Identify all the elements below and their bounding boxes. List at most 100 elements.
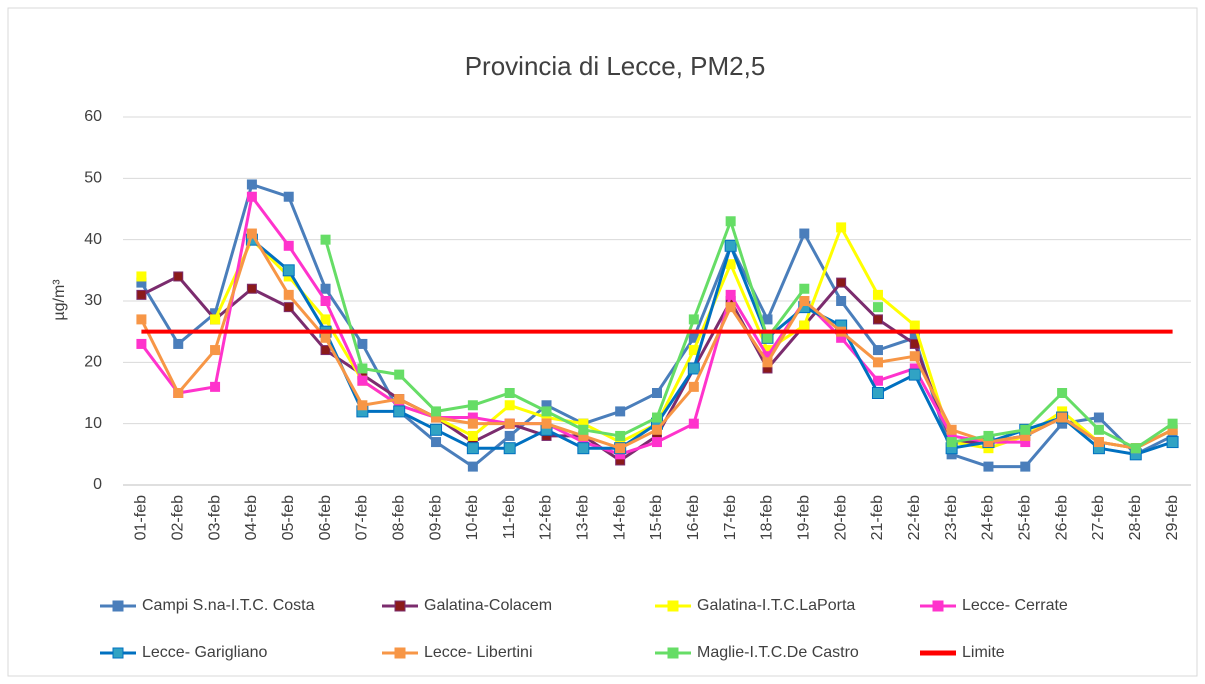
data-point (136, 289, 147, 300)
legend-marker (667, 600, 679, 612)
data-point (394, 394, 405, 405)
x-tick-label: 23-feb (943, 495, 960, 540)
data-point (394, 369, 405, 380)
data-point (799, 296, 810, 306)
chart-frame (7, 7, 1198, 677)
data-point (503, 442, 516, 455)
data-point (173, 388, 184, 398)
data-point (430, 423, 443, 436)
x-tick-label: 24-feb (980, 495, 997, 540)
x-tick-label: 26-feb (1053, 495, 1070, 540)
data-point (283, 191, 294, 202)
data-point (246, 228, 257, 239)
data-point (136, 271, 147, 282)
y-axis-label: µg/m³ (51, 279, 68, 321)
data-point (836, 296, 847, 306)
data-point (872, 345, 883, 356)
chart-title: Provincia di Lecce, PM2,5 (465, 51, 766, 81)
data-point (467, 461, 478, 472)
data-point (1057, 388, 1068, 398)
data-point (688, 314, 699, 325)
data-point (1057, 412, 1068, 423)
data-point (983, 430, 994, 441)
data-point (431, 406, 442, 417)
data-point (467, 430, 478, 441)
x-tick-label: 27-feb (1090, 495, 1107, 540)
data-point (136, 314, 147, 325)
data-point (246, 191, 257, 202)
legend-marker (112, 600, 124, 612)
data-point (210, 345, 221, 356)
data-point (615, 406, 626, 417)
data-point (909, 320, 920, 331)
data-point (872, 375, 883, 386)
data-point (799, 320, 810, 331)
data-point (541, 418, 552, 429)
data-point (872, 357, 883, 368)
data-point (1093, 412, 1104, 423)
data-point (357, 375, 368, 386)
data-point (762, 357, 773, 368)
data-point (320, 332, 331, 343)
data-point (504, 400, 515, 411)
legend-label: Galatina-Colacem (424, 597, 552, 614)
data-point (1020, 461, 1031, 472)
data-point (652, 424, 662, 435)
legend-label: Lecce- Garigliano (142, 644, 268, 661)
data-point (872, 314, 883, 325)
data-point (909, 351, 920, 362)
y-tick-label: 30 (84, 292, 102, 309)
data-point (504, 388, 515, 398)
data-point (1093, 437, 1104, 448)
data-point (282, 264, 295, 277)
legend-label: Campi S.na-I.T.C. Costa (142, 597, 315, 614)
data-point (1093, 424, 1104, 435)
data-point (836, 222, 847, 233)
data-point (357, 363, 368, 374)
data-point (210, 381, 221, 392)
data-point (320, 314, 331, 325)
x-tick-label: 07-feb (354, 495, 371, 540)
legend-label: Lecce- Cerrate (962, 597, 1068, 614)
x-tick-label: 11-feb (501, 495, 518, 539)
data-point (688, 381, 699, 392)
x-tick-label: 08-feb (390, 495, 407, 540)
data-point (467, 418, 478, 429)
data-point (687, 362, 700, 375)
data-point (136, 338, 147, 349)
x-tick-label: 09-feb (427, 495, 444, 540)
data-point (246, 283, 257, 294)
data-point (799, 228, 810, 239)
data-point (652, 412, 662, 423)
x-tick-label: 04-feb (243, 495, 260, 540)
legend-marker (112, 647, 124, 659)
data-point (173, 271, 184, 282)
x-tick-label: 10-feb (464, 495, 481, 540)
data-point (1166, 436, 1179, 449)
data-point (320, 283, 331, 294)
data-point (908, 368, 921, 381)
data-point (946, 437, 957, 448)
y-tick-label: 0 (93, 476, 102, 493)
data-point (946, 424, 957, 435)
data-point (872, 289, 883, 300)
y-tick-label: 40 (84, 231, 102, 248)
x-tick-label: 05-feb (280, 495, 297, 540)
x-tick-label: 16-feb (685, 495, 702, 540)
data-point (283, 302, 294, 313)
data-point (320, 296, 331, 306)
x-tick-label: 18-feb (759, 495, 776, 540)
data-point (504, 430, 515, 441)
x-tick-label: 22-feb (906, 495, 923, 540)
x-tick-label: 19-feb (796, 495, 813, 540)
legend-label: Maglie-I.T.C.De Castro (697, 644, 859, 661)
data-point (173, 338, 184, 349)
data-point (541, 406, 552, 417)
legend-marker (394, 600, 406, 612)
data-point (652, 437, 662, 448)
y-tick-label: 60 (84, 108, 102, 125)
data-point (615, 430, 626, 441)
x-tick-label: 17-feb (722, 495, 739, 540)
data-point (871, 387, 884, 399)
